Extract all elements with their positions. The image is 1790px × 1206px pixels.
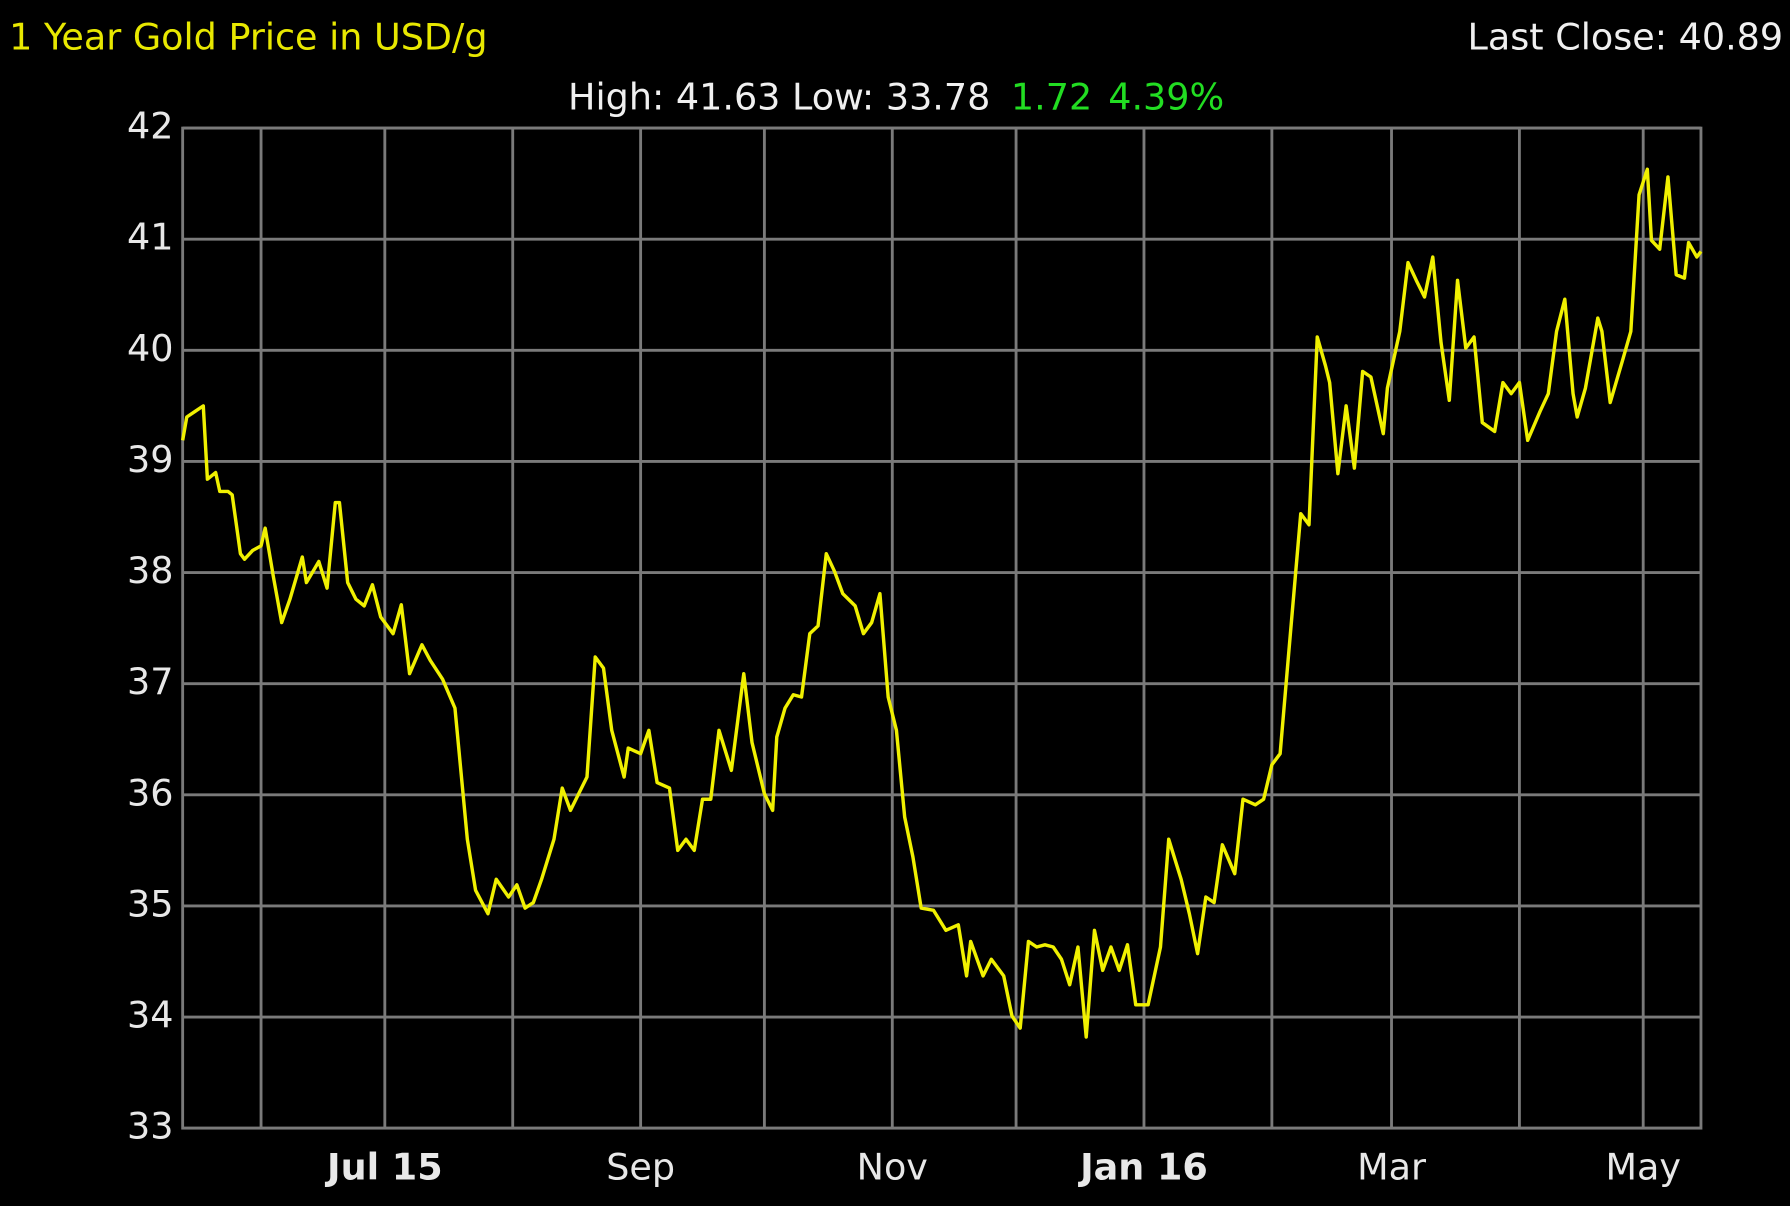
- chart-title: 1 Year Gold Price in USD/g: [9, 16, 487, 59]
- y-tick-label: 33: [127, 1105, 173, 1148]
- x-tick-label: Mar: [1357, 1146, 1427, 1189]
- price-line: [180, 167, 1703, 1039]
- x-tick-label: Nov: [857, 1146, 928, 1189]
- y-tick-label: 37: [127, 660, 173, 703]
- x-tick-label: Jan 16: [1077, 1146, 1208, 1189]
- y-tick-label: 35: [127, 882, 173, 925]
- last-close: Last Close: 40.89: [1468, 16, 1784, 59]
- x-tick-label: May: [1605, 1146, 1681, 1189]
- y-tick-label: 34: [127, 994, 173, 1037]
- high-low: High: 41.63 Low: 33.78: [568, 75, 990, 118]
- change: 1.72: [1011, 75, 1092, 118]
- subtitle: High: 41.63 Low: 33.78 1.72 4.39%: [568, 75, 1224, 118]
- plot-border: [181, 126, 1703, 1130]
- x-tick-label: Jul 15: [324, 1146, 443, 1189]
- x-tick-label: Sep: [606, 1146, 675, 1189]
- y-tick-label: 42: [127, 105, 173, 148]
- y-tick-label: 40: [127, 327, 173, 370]
- y-tick-label: 36: [127, 771, 173, 814]
- change-pct: 4.39%: [1108, 75, 1224, 118]
- y-tick-label: 39: [127, 438, 173, 481]
- y-tick-label: 41: [127, 216, 173, 259]
- y-tick-label: 38: [127, 549, 173, 592]
